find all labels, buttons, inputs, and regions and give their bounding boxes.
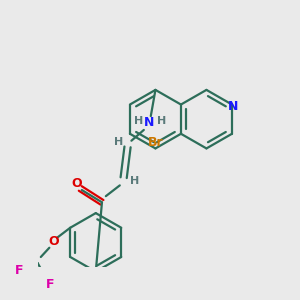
Text: N: N xyxy=(144,116,154,129)
Text: F: F xyxy=(15,264,23,277)
Text: H: H xyxy=(130,176,139,186)
Text: O: O xyxy=(48,235,58,248)
Text: H: H xyxy=(114,137,123,147)
Text: Br: Br xyxy=(148,136,163,149)
Text: H: H xyxy=(157,116,166,126)
Text: F: F xyxy=(46,278,54,291)
Text: N: N xyxy=(228,100,239,112)
Text: O: O xyxy=(72,177,83,190)
Text: H: H xyxy=(134,116,143,126)
